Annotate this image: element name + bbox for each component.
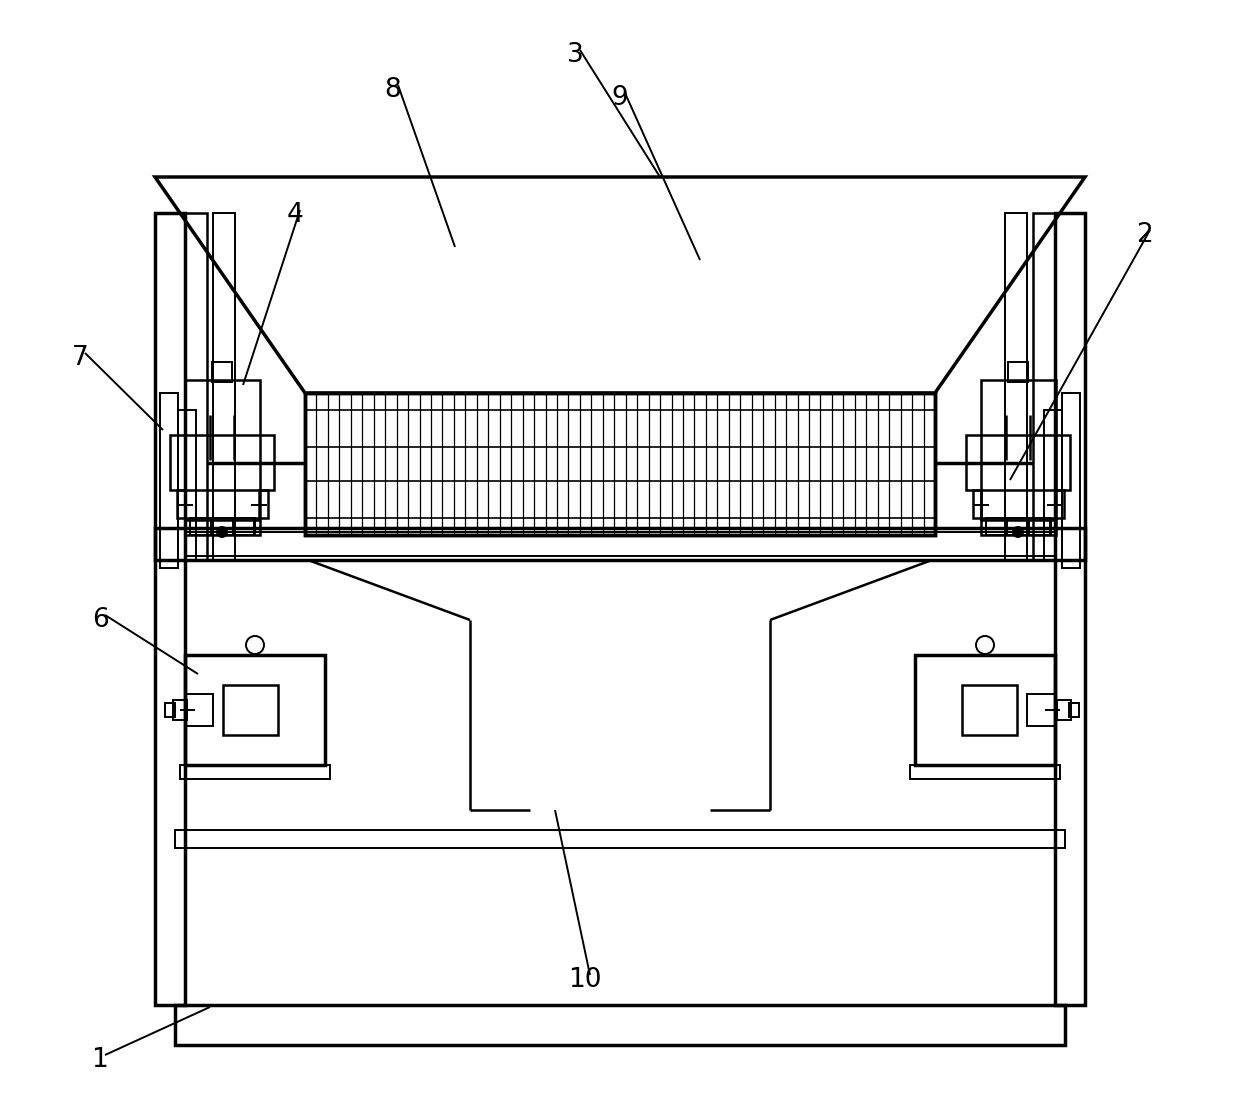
Bar — [1055, 214, 1085, 1005]
Text: 4: 4 — [286, 202, 304, 228]
Bar — [1061, 394, 1080, 568]
Bar — [233, 518, 254, 536]
Bar — [165, 703, 175, 717]
Bar — [190, 518, 255, 536]
Text: 2: 2 — [1137, 222, 1153, 248]
Bar — [1029, 518, 1050, 536]
Bar — [986, 518, 1007, 536]
Text: 9: 9 — [611, 85, 629, 111]
Bar — [185, 694, 213, 726]
Bar — [305, 394, 935, 536]
Bar — [213, 214, 236, 560]
Bar — [915, 655, 1055, 765]
Text: 8: 8 — [384, 77, 402, 103]
Bar — [185, 380, 260, 536]
Bar — [981, 380, 1056, 536]
Bar — [185, 214, 207, 560]
Bar — [973, 490, 1064, 518]
Bar — [1056, 700, 1071, 720]
Bar — [185, 532, 1055, 556]
Bar — [190, 518, 211, 536]
Bar — [1008, 362, 1028, 382]
Text: 3: 3 — [567, 42, 583, 68]
Bar — [155, 214, 185, 1005]
Circle shape — [217, 527, 227, 537]
Text: 7: 7 — [72, 345, 88, 371]
Bar — [175, 1005, 1065, 1045]
Text: 1: 1 — [92, 1046, 108, 1073]
Bar — [986, 518, 1052, 536]
Bar — [180, 765, 330, 779]
Text: 6: 6 — [92, 607, 108, 633]
Bar — [179, 410, 196, 560]
Bar — [160, 394, 179, 568]
Bar — [155, 528, 1085, 560]
Bar — [185, 655, 325, 765]
Bar — [1027, 694, 1055, 726]
Circle shape — [1013, 527, 1023, 537]
Bar — [175, 830, 1065, 847]
Bar — [177, 490, 268, 518]
Bar — [1004, 214, 1027, 560]
Bar — [962, 685, 1017, 735]
Bar — [1044, 410, 1061, 560]
Text: 10: 10 — [568, 967, 601, 993]
Bar — [223, 685, 278, 735]
Bar — [212, 362, 232, 382]
Bar — [1033, 214, 1055, 560]
Bar — [174, 700, 187, 720]
Bar — [305, 394, 935, 536]
Bar — [910, 765, 1060, 779]
Bar — [1069, 703, 1079, 717]
